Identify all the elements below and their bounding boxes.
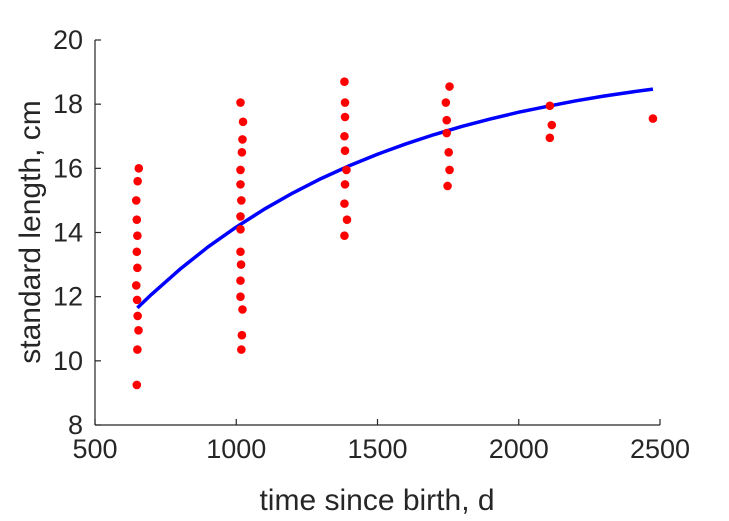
x-tick-label: 2500: [630, 434, 690, 464]
data-point: [238, 117, 248, 127]
data-point: [238, 135, 247, 144]
data-point: [133, 176, 142, 186]
data-point: [237, 345, 246, 354]
y-tick-label: 20: [53, 25, 83, 55]
axes: [94, 40, 660, 426]
x-axis-label: time since birth, d: [259, 484, 494, 517]
data-point: [340, 98, 350, 107]
data-point: [133, 263, 142, 273]
data-point: [131, 281, 141, 290]
data-point: [236, 98, 245, 107]
data-point: [648, 114, 658, 123]
data-point: [133, 311, 142, 321]
data-point: [340, 131, 349, 141]
data-point: [340, 146, 350, 155]
y-tick-label: 18: [53, 89, 83, 119]
data-point: [236, 165, 245, 175]
data-point: [443, 181, 452, 191]
data-point: [134, 326, 143, 335]
data-point: [545, 101, 555, 111]
data-point: [238, 305, 247, 314]
data-point: [132, 215, 142, 224]
data-point: [236, 260, 246, 269]
data-point: [133, 231, 142, 241]
data-point: [342, 215, 352, 224]
data-point: [236, 224, 245, 234]
data-point: [340, 77, 349, 87]
data-point: [237, 196, 246, 205]
data-point: [237, 147, 247, 157]
fit-curve-layer: [136, 87, 654, 310]
fit-curve-line: [136, 87, 654, 310]
data-point: [237, 330, 247, 340]
y-tick-label: 10: [53, 346, 83, 376]
data-point: [445, 82, 454, 91]
x-tick-label: 500: [72, 434, 117, 464]
x-tick-label: 1500: [347, 434, 407, 464]
ticks: 500 1000 1500 2000 2500 8 10 12 14 16 18 20: [53, 25, 690, 464]
data-point: [133, 345, 142, 354]
data-point: [236, 276, 245, 285]
data-point: [545, 133, 555, 143]
data-point: [134, 164, 144, 173]
data-points-layer: [131, 77, 658, 390]
data-point: [236, 212, 245, 221]
data-point: [340, 231, 349, 241]
data-point: [442, 128, 452, 138]
x-tick-label: 2000: [489, 434, 549, 464]
data-point: [236, 292, 245, 301]
data-point: [442, 115, 452, 125]
data-point: [340, 180, 350, 189]
data-point: [444, 147, 453, 157]
y-tick-label: 16: [53, 153, 83, 183]
data-point: [236, 180, 245, 189]
y-tick-label: 8: [68, 410, 83, 440]
y-tick-label: 14: [53, 218, 83, 248]
data-point: [340, 199, 349, 208]
data-point: [340, 112, 350, 122]
data-point: [132, 380, 142, 390]
data-point: [547, 120, 557, 130]
data-point: [441, 98, 451, 107]
data-point: [131, 196, 141, 205]
data-point: [445, 165, 454, 175]
data-point: [132, 247, 142, 257]
data-point: [236, 247, 245, 257]
data-point: [342, 165, 351, 175]
data-point: [132, 295, 142, 305]
y-axis-label: standard length, cm: [14, 100, 47, 363]
x-tick-label: 1000: [206, 434, 266, 464]
y-tick-label: 12: [53, 282, 83, 312]
